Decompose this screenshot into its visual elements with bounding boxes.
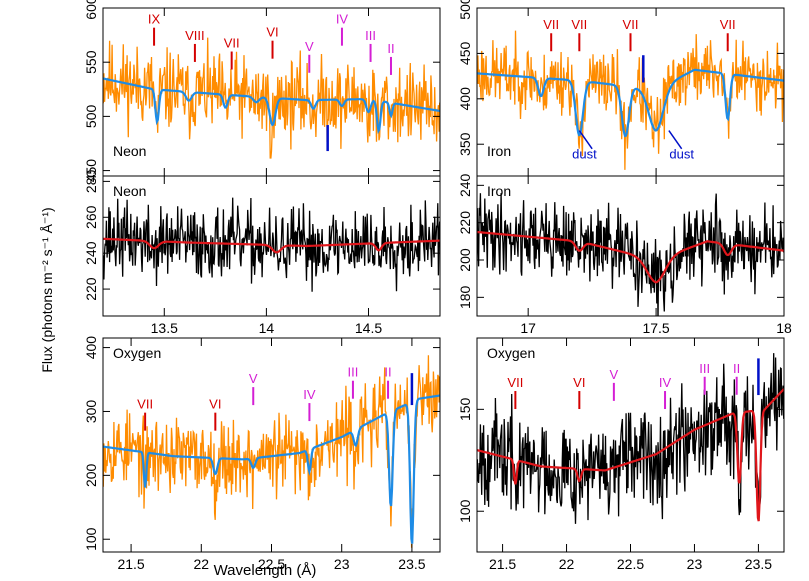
ion-label: VI (266, 25, 278, 40)
data-trace-iron-mid (477, 193, 784, 316)
figure-ylabel: Flux (photons m⁻² s⁻¹ Å⁻¹) (39, 207, 55, 372)
panel-iron-mid: 180 200 220 240 17 17.5 18 Iron (457, 173, 792, 336)
ytick-label: 500 (83, 104, 99, 128)
panel-label: Iron (487, 143, 511, 159)
panels-group: 450500550600NeonIXVIIIVIIVIVIVIIIII35040… (83, 0, 792, 572)
ion-label: II (384, 365, 391, 380)
xtick-label: 14.5 (355, 320, 382, 336)
ytick-label: 150 (457, 397, 473, 421)
data-trace-neon-mid (103, 197, 440, 292)
xtick-label: 18 (776, 320, 792, 336)
ion-label: IV (303, 387, 316, 402)
model-curve-neon-top (103, 77, 440, 135)
xtick-label: 21.5 (489, 556, 516, 572)
model-curve-iron-top (477, 68, 784, 138)
panel-frame (476, 175, 785, 317)
xtick-label: 23 (334, 556, 350, 572)
ytick-label: 220 (83, 277, 99, 301)
panel-label: Iron (487, 183, 511, 199)
ion-label: III (365, 28, 376, 43)
ytick-label: 600 (83, 0, 99, 20)
ytick-label: 280 (83, 169, 99, 193)
ion-label: V (305, 39, 314, 54)
ytick-label: 240 (457, 173, 473, 197)
panel-label: Oxygen (487, 345, 535, 361)
ytick-label: 180 (457, 285, 473, 309)
ion-label: VII (571, 17, 587, 32)
ion-label: IV (336, 12, 349, 27)
ytick-label: 450 (83, 159, 99, 183)
xtick-label: 23.5 (398, 556, 425, 572)
xtick-label: 23 (687, 556, 703, 572)
xtick-label: 17 (520, 320, 536, 336)
xtick-label: 22.5 (258, 556, 285, 572)
panel-iron-top: 350 400 450 500 Iron VII VII VII VII dust dust (457, 0, 785, 177)
ion-label: VII (543, 17, 559, 32)
ytick-label: 500 (457, 0, 473, 20)
xtick-label: 14 (259, 320, 275, 336)
ytick-label: 350 (457, 132, 473, 156)
ion-label: V (249, 371, 258, 386)
figure-xlabel: Wavelength (Å) (214, 562, 317, 579)
ytick-label: 260 (83, 205, 99, 229)
ytick-label: 100 (83, 527, 99, 551)
xtick-label: 22 (194, 556, 210, 572)
ion-label: III (699, 361, 710, 376)
xtick-label: 22.5 (617, 556, 644, 572)
ion-label: VII (623, 17, 639, 32)
data-trace-neon-top (103, 37, 440, 159)
model-curve-neon-mid (103, 237, 440, 254)
dust-pointer (578, 130, 593, 150)
ytick-label: 400 (83, 336, 99, 360)
ytick-label: 200 (457, 248, 473, 272)
xtick-label: 22 (559, 556, 575, 572)
model-curve-oxygen-bottom-left (103, 394, 440, 544)
ytick-label: 550 (83, 50, 99, 74)
panel-label: Neon (113, 143, 146, 159)
xtick-label: 23.5 (745, 556, 772, 572)
ion-label: VII (137, 397, 153, 412)
ytick-label: 400 (457, 87, 473, 111)
ion-label: VI (573, 375, 585, 390)
ytick-label: 240 (83, 241, 99, 265)
ion-label: IV (659, 375, 672, 390)
panel-neon-mid: 220 240 260 280 13.5 14 14.5 Neon (83, 169, 441, 336)
ion-label: II (733, 361, 740, 376)
panel-label: Neon (113, 183, 146, 199)
ion-label: V (610, 367, 619, 382)
ion-label: VI (209, 397, 221, 412)
ion-label: IX (148, 12, 161, 27)
model-curve-oxygen-bottom-right (477, 388, 784, 522)
ion-label: VIII (185, 28, 205, 43)
ytick-label: 100 (457, 499, 473, 523)
ion-label: III (348, 365, 359, 380)
ytick-label: 220 (457, 211, 473, 235)
ytick-label: 300 (83, 400, 99, 424)
data-trace-oxygen-bottom-right (477, 353, 784, 524)
model-curve-iron-mid (477, 230, 784, 284)
xtick-label: 13.5 (151, 320, 178, 336)
ytick-label: 200 (83, 463, 99, 487)
ion-label: VII (720, 17, 736, 32)
xtick-label: 21.5 (117, 556, 144, 572)
ion-label: II (387, 41, 394, 56)
ytick-label: 450 (457, 42, 473, 66)
ion-label: VII (507, 375, 523, 390)
dust-label: dust (669, 147, 694, 162)
dust-label: dust (572, 147, 597, 162)
panel-frame (102, 175, 441, 317)
panel-label: Oxygen (113, 345, 161, 361)
ion-label: VII (224, 36, 240, 51)
dust-pointer (668, 130, 683, 150)
xtick-label: 17.5 (642, 320, 669, 336)
